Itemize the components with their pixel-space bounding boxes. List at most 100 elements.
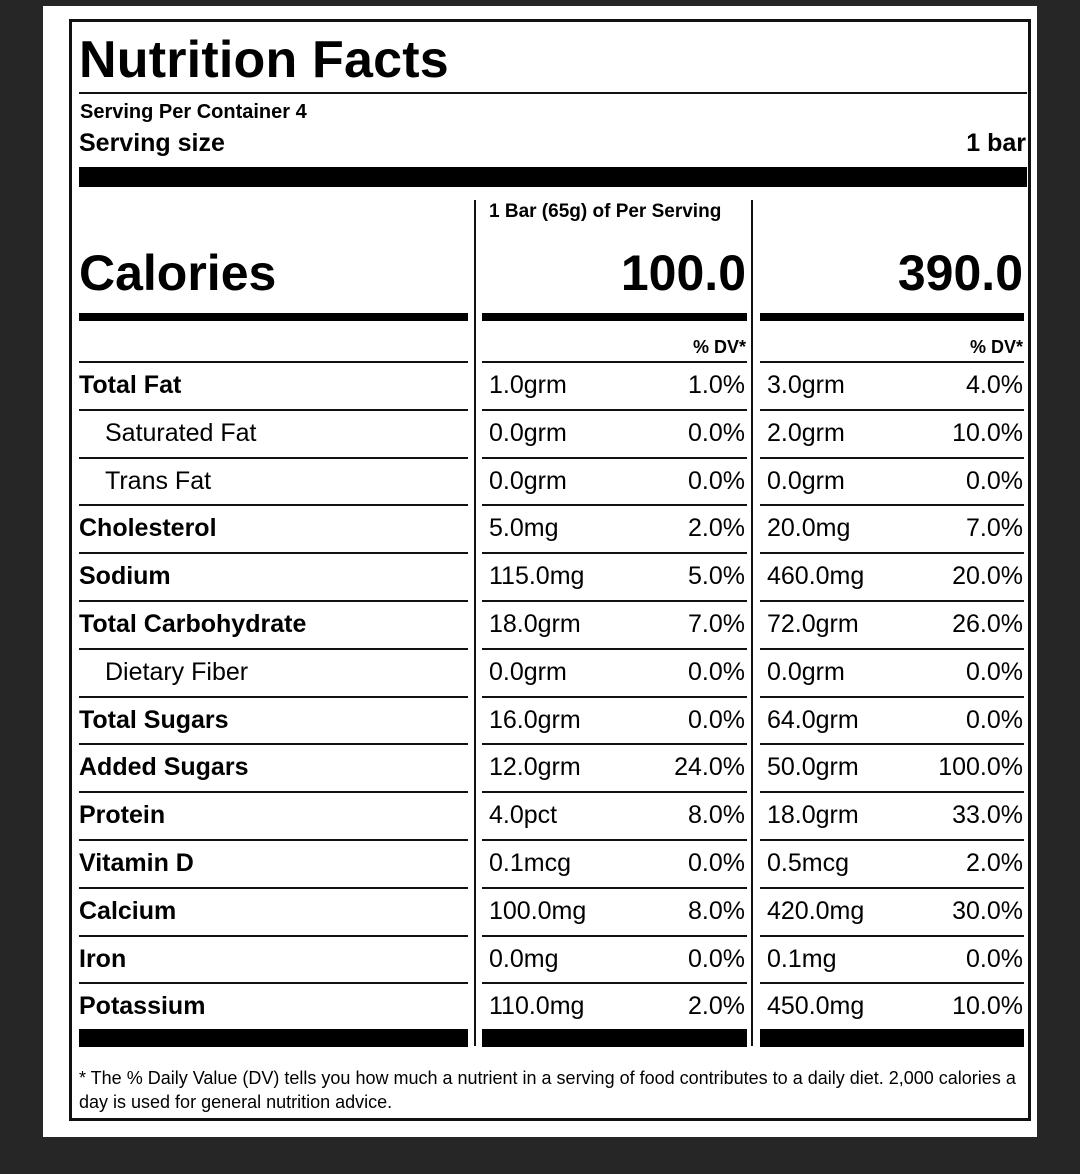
dv-per-serving: 0.0% <box>688 657 745 686</box>
row-rule-right <box>760 743 1024 746</box>
row-rule-left <box>79 886 468 889</box>
row-rule-left <box>79 934 468 937</box>
calories-bar-right <box>760 313 1024 321</box>
amount-per-container: 450.0mg <box>767 992 865 1021</box>
dv-per-container: 20.0% <box>952 562 1023 591</box>
dv-per-serving: 2.0% <box>688 992 745 1021</box>
nutrient-name: Total Carbohydrate <box>79 610 307 638</box>
amount-per-container: 0.0grm <box>767 466 845 495</box>
row-rule-right <box>760 647 1024 650</box>
row-rule-left <box>79 982 468 985</box>
row-rule-right <box>760 408 1024 411</box>
row-rule-right <box>760 886 1024 889</box>
dv-per-container: 0.0% <box>966 466 1023 495</box>
dv-per-container: 10.0% <box>952 992 1023 1021</box>
amount-per-container: 460.0mg <box>767 562 865 591</box>
nutrient-name: Vitamin D <box>79 849 194 877</box>
amount-per-container: 420.0mg <box>767 896 865 925</box>
dv-per-container: 10.0% <box>952 418 1023 447</box>
dv-header-container: % DV* <box>969 337 1023 357</box>
amount-per-serving: 110.0mg <box>489 992 585 1021</box>
nutrient-name: Saturated Fat <box>105 418 257 447</box>
row-rule-left <box>79 839 468 841</box>
servings-per-container: Serving Per Container 4 <box>80 101 307 123</box>
amount-per-container: 0.0grm <box>767 657 845 686</box>
amount-per-serving: 12.0grm <box>489 753 581 782</box>
bottom-bar-mid <box>482 1029 747 1047</box>
dv-per-serving: 5.0% <box>688 562 745 591</box>
row-rule-right <box>760 456 1024 459</box>
per-serving-column-header: 1 Bar (65g) of Per Serving <box>489 201 722 222</box>
dv-per-container: 2.0% <box>966 849 1023 877</box>
calories-label: Calories <box>79 245 277 301</box>
serving-size-value: 1 bar <box>966 129 1026 157</box>
header-rule-left <box>79 361 468 363</box>
row-rule-right <box>760 791 1024 794</box>
column-divider-left <box>474 200 476 1046</box>
dv-per-container: 0.0% <box>966 657 1023 686</box>
amount-per-serving: 0.0grm <box>489 466 567 495</box>
header-rule-mid <box>482 361 747 363</box>
row-rule-left <box>79 695 468 698</box>
dv-per-serving: 0.0% <box>688 705 745 734</box>
dv-per-serving: 0.0% <box>688 944 745 973</box>
calories-bar-left <box>79 313 468 321</box>
amount-per-container: 3.0grm <box>767 371 845 399</box>
amount-per-serving: 0.1mcg <box>489 849 571 877</box>
dv-per-container: 33.0% <box>952 801 1023 830</box>
row-rule-left <box>79 600 468 602</box>
amount-per-serving: 1.0grm <box>489 371 567 399</box>
dv-per-serving: 7.0% <box>688 610 745 638</box>
nutrient-name: Trans Fat <box>105 466 212 495</box>
amount-per-container: 0.5mcg <box>767 849 849 877</box>
row-rule-left <box>79 456 468 459</box>
row-rule-mid <box>482 839 747 841</box>
bottom-bar-left <box>79 1029 468 1047</box>
row-rule-mid <box>482 791 747 794</box>
dv-per-container: 100.0% <box>938 753 1023 782</box>
dv-footnote: * The % Daily Value (DV) tells you how m… <box>79 1068 1016 1112</box>
row-rule-right <box>760 600 1024 602</box>
row-rule-mid <box>482 982 747 985</box>
row-rule-right <box>760 982 1024 985</box>
calories-bar-mid <box>482 313 747 321</box>
dv-header-serving: % DV* <box>692 337 746 357</box>
nutrient-name: Iron <box>79 944 127 973</box>
header-rule-right <box>760 361 1024 363</box>
dv-per-container: 0.0% <box>966 705 1023 734</box>
amount-per-container: 20.0mg <box>767 514 851 543</box>
amount-per-serving: 0.0mg <box>489 944 559 973</box>
row-rule-right <box>760 504 1024 507</box>
row-rule-right <box>760 695 1024 698</box>
row-rule-right <box>760 934 1024 937</box>
row-rule-mid <box>482 695 747 698</box>
nutrient-name: Added Sugars <box>79 753 249 782</box>
row-rule-mid <box>482 504 747 507</box>
amount-per-serving: 5.0mg <box>489 514 559 543</box>
nutrient-name: Sodium <box>79 562 171 591</box>
amount-per-serving: 16.0grm <box>489 705 581 734</box>
row-rule-left <box>79 408 468 411</box>
title-rule <box>79 92 1027 94</box>
serving-size-label: Serving size <box>79 129 225 157</box>
row-rule-mid <box>482 408 747 411</box>
nutrient-name: Calcium <box>79 896 177 925</box>
dv-per-container: 7.0% <box>966 514 1023 543</box>
calories-per-container: 390.0 <box>897 245 1023 301</box>
dv-per-serving: 8.0% <box>688 801 745 830</box>
dv-per-serving: 0.0% <box>688 418 745 447</box>
amount-per-container: 64.0grm <box>767 705 859 734</box>
amount-per-serving: 18.0grm <box>489 610 581 638</box>
bottom-bar-right <box>760 1029 1024 1047</box>
amount-per-container: 50.0grm <box>767 753 859 782</box>
nutrient-name: Total Sugars <box>79 705 229 734</box>
amount-per-serving: 0.0grm <box>489 418 567 447</box>
row-rule-right <box>760 552 1024 555</box>
row-rule-right <box>760 839 1024 841</box>
dv-per-serving: 2.0% <box>688 514 745 543</box>
dv-per-serving: 0.0% <box>688 849 745 877</box>
dv-per-serving: 24.0% <box>674 753 745 782</box>
row-rule-left <box>79 647 468 650</box>
row-rule-left <box>79 791 468 794</box>
dv-per-serving: 1.0% <box>688 371 745 399</box>
